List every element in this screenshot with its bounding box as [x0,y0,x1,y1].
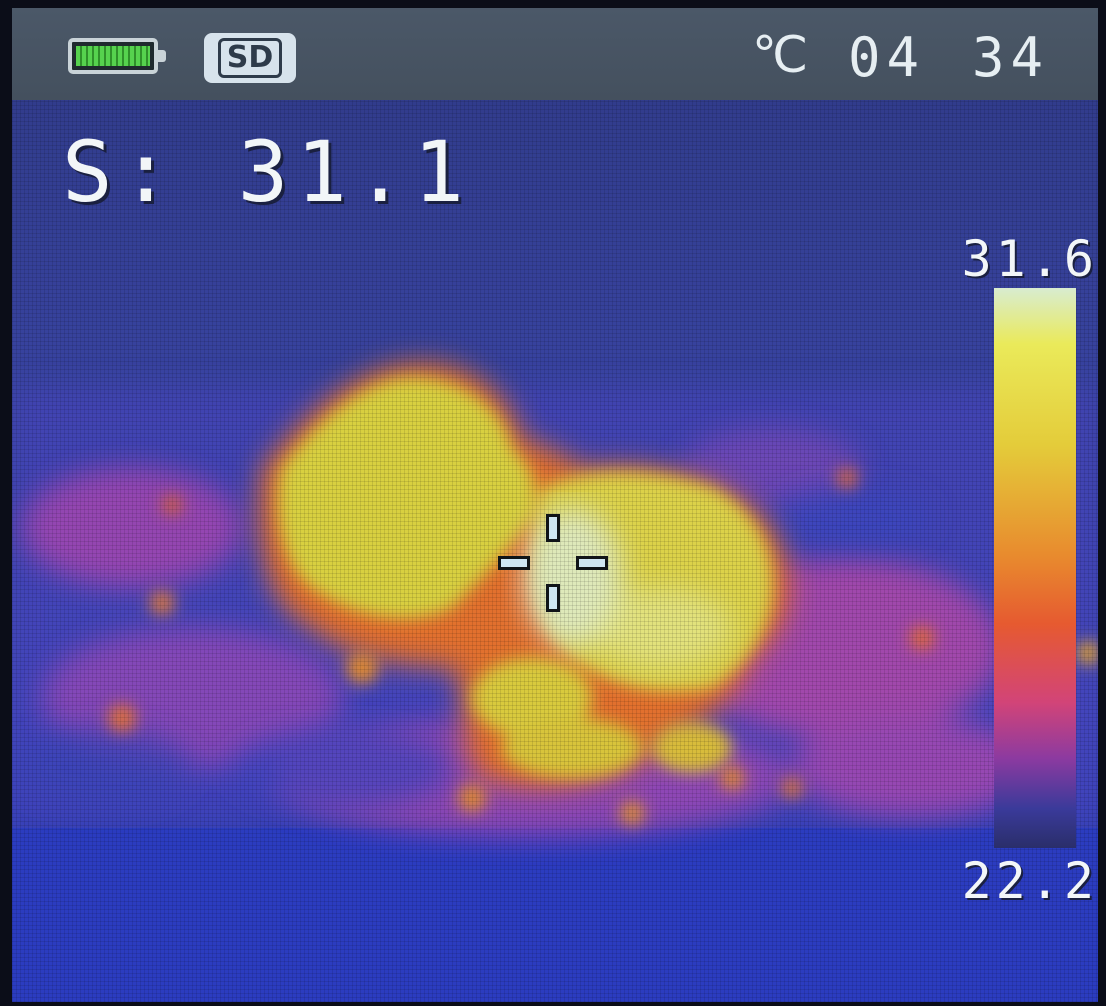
scale-min-temperature: 22.2 [962,852,1098,910]
thermal-camera-screen: SD ℃ 04 34 S: 31.1 31.6 22.2 [12,8,1098,1002]
battery-level [76,46,150,66]
crosshair-icon [498,514,608,614]
battery-full-icon [68,38,158,74]
crosshair-bottom-tick [546,584,560,612]
battery-cap [158,50,166,62]
crosshair-right-tick [576,556,608,570]
crosshair-left-tick [498,556,530,570]
spot-temperature-reading: S: 31.1 [62,123,472,221]
crosshair-top-tick [546,514,560,542]
sd-card-label: SD [218,38,283,78]
clock-minutes: 34 [972,26,1049,89]
color-scale-bar [994,288,1076,848]
temperature-unit: ℃ [752,26,808,84]
scale-max-temperature: 31.6 [962,230,1098,288]
status-bar: SD ℃ 04 34 [12,8,1098,100]
clock-hours: 04 [848,26,925,89]
sd-card-icon: SD [204,33,296,83]
